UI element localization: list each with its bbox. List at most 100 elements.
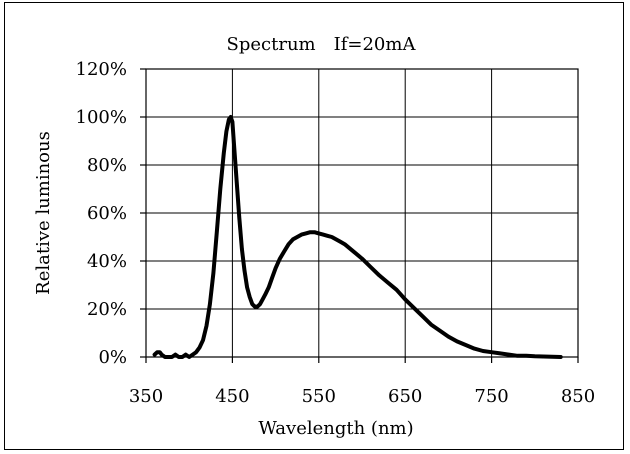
data-point bbox=[202, 339, 204, 342]
data-point bbox=[352, 250, 355, 253]
data-point bbox=[413, 307, 415, 309]
data-point bbox=[246, 286, 248, 289]
data-point bbox=[378, 274, 381, 277]
x-tick-label: 450 bbox=[215, 386, 249, 407]
data-point bbox=[238, 217, 241, 219]
data-point bbox=[274, 267, 277, 270]
data-point bbox=[219, 188, 222, 190]
data-point bbox=[335, 238, 337, 241]
data-point bbox=[516, 355, 519, 357]
y-tick-label: 80% bbox=[87, 155, 127, 176]
data-point bbox=[264, 293, 267, 296]
data-point bbox=[181, 356, 184, 358]
data-point bbox=[167, 356, 170, 358]
data-point bbox=[184, 353, 187, 356]
data-point bbox=[361, 257, 363, 260]
data-point bbox=[499, 352, 502, 355]
data-point bbox=[153, 353, 156, 356]
data-point bbox=[171, 356, 173, 358]
series-points bbox=[153, 116, 562, 358]
data-point bbox=[212, 272, 215, 274]
data-point bbox=[267, 286, 270, 289]
data-point bbox=[287, 243, 290, 245]
data-point bbox=[279, 257, 281, 260]
x-axis-label: Wavelength (nm) bbox=[258, 418, 413, 439]
data-point bbox=[159, 351, 161, 354]
data-point bbox=[248, 296, 251, 298]
data-point bbox=[490, 351, 493, 354]
data-point bbox=[421, 315, 424, 318]
data-point bbox=[222, 152, 225, 154]
data-point bbox=[322, 233, 324, 236]
chart-frame bbox=[4, 2, 624, 450]
data-point bbox=[447, 335, 450, 338]
data-point bbox=[551, 355, 553, 358]
data-point bbox=[313, 231, 316, 233]
data-point bbox=[254, 305, 256, 308]
data-point bbox=[160, 353, 163, 356]
data-point bbox=[296, 236, 299, 238]
axis-ticks bbox=[140, 68, 579, 363]
data-point bbox=[464, 344, 467, 346]
x-tick-label: 850 bbox=[561, 386, 595, 407]
data-point bbox=[395, 289, 398, 291]
x-tick-label: 750 bbox=[474, 386, 508, 407]
series-line bbox=[152, 115, 563, 359]
tick-labels: 350 450 550 650 750 850 0% 20% 40% 60% 80% 100% 120% bbox=[76, 59, 596, 407]
data-point bbox=[309, 231, 311, 233]
data-point bbox=[243, 269, 246, 272]
data-point bbox=[343, 243, 346, 245]
data-point bbox=[178, 356, 180, 358]
data-point bbox=[231, 121, 234, 123]
data-point bbox=[198, 346, 201, 349]
data-point bbox=[525, 355, 527, 357]
data-point bbox=[559, 356, 562, 358]
data-point bbox=[339, 241, 342, 243]
data-point bbox=[482, 350, 484, 352]
data-point bbox=[330, 236, 333, 238]
data-point bbox=[228, 118, 230, 121]
x-tick-label: 650 bbox=[388, 386, 422, 407]
data-point bbox=[191, 353, 194, 356]
y-tick-label: 40% bbox=[87, 251, 127, 272]
grid bbox=[146, 69, 578, 357]
y-tick-label: 100% bbox=[76, 107, 127, 128]
y-axis-label: Relative luminous bbox=[33, 131, 54, 295]
data-point bbox=[229, 116, 232, 118]
data-point bbox=[534, 355, 536, 358]
data-point bbox=[456, 340, 458, 343]
data-point bbox=[261, 298, 264, 301]
data-point bbox=[225, 130, 228, 133]
data-point bbox=[156, 351, 159, 354]
x-tick-label: 350 bbox=[129, 386, 163, 407]
data-point bbox=[216, 231, 218, 233]
data-point bbox=[251, 303, 254, 306]
x-tick-label: 550 bbox=[302, 386, 336, 407]
data-point bbox=[271, 277, 273, 279]
data-point bbox=[164, 356, 166, 358]
data-point bbox=[430, 323, 432, 326]
data-point bbox=[508, 353, 510, 356]
data-point bbox=[174, 353, 177, 356]
data-point bbox=[259, 303, 261, 306]
data-point bbox=[326, 235, 329, 237]
data-point bbox=[318, 232, 320, 235]
y-tick-label: 60% bbox=[87, 203, 127, 224]
data-point bbox=[241, 248, 243, 250]
data-point bbox=[283, 250, 286, 253]
y-tick-label: 20% bbox=[87, 299, 127, 320]
chart-title: Spectrum If=20mA bbox=[227, 34, 417, 55]
data-point bbox=[387, 281, 389, 284]
y-tick-label: 120% bbox=[76, 59, 127, 80]
data-point bbox=[542, 355, 545, 358]
data-point bbox=[195, 351, 197, 354]
data-point bbox=[235, 181, 238, 183]
data-point bbox=[292, 238, 294, 241]
y-tick-label: 0% bbox=[98, 347, 127, 368]
data-point bbox=[369, 266, 372, 268]
data-point bbox=[300, 233, 303, 236]
data-point bbox=[404, 298, 407, 301]
data-point bbox=[305, 232, 307, 235]
data-point bbox=[256, 305, 259, 308]
